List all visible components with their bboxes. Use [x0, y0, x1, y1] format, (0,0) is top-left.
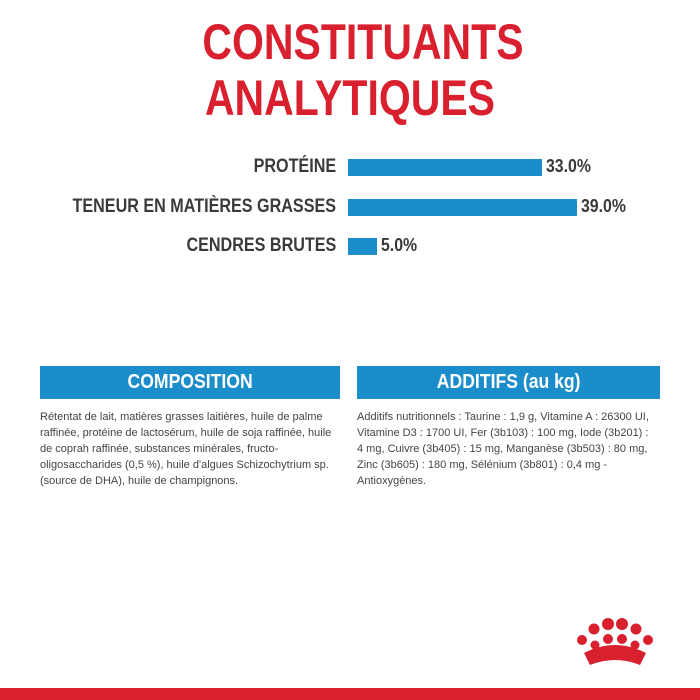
section-text: Additifs nutritionnels : Taurine : 1,9 g…	[357, 411, 649, 487]
section-title: COMPOSITION	[127, 371, 253, 393]
value-label: 39.0%	[580, 196, 626, 216]
logo	[577, 618, 653, 665]
section-header: COMPOSITION	[40, 366, 340, 399]
category-label: PROTÉINE	[253, 156, 336, 177]
title: CONSTITUANTS ANALYTIQUES	[0, 14, 700, 126]
value-label: 33.0%	[545, 156, 591, 176]
category-label: CENDRES BRUTES	[186, 235, 336, 256]
section-header: ADDITIFS (au kg)	[357, 366, 660, 399]
value-label: 5.0%	[381, 235, 418, 255]
bar	[348, 158, 542, 176]
footer-strip	[0, 688, 700, 700]
section-text: Rétentat de lait, matières grasses laiti…	[40, 411, 332, 487]
bar	[348, 198, 577, 216]
bar	[348, 237, 378, 255]
category-label: TENEUR EN MATIÈRES GRASSES	[72, 196, 336, 217]
section-title: ADDITIFS (au kg)	[436, 371, 581, 393]
title-text: CONSTITUANTS ANALYTIQUES	[202, 14, 524, 126]
